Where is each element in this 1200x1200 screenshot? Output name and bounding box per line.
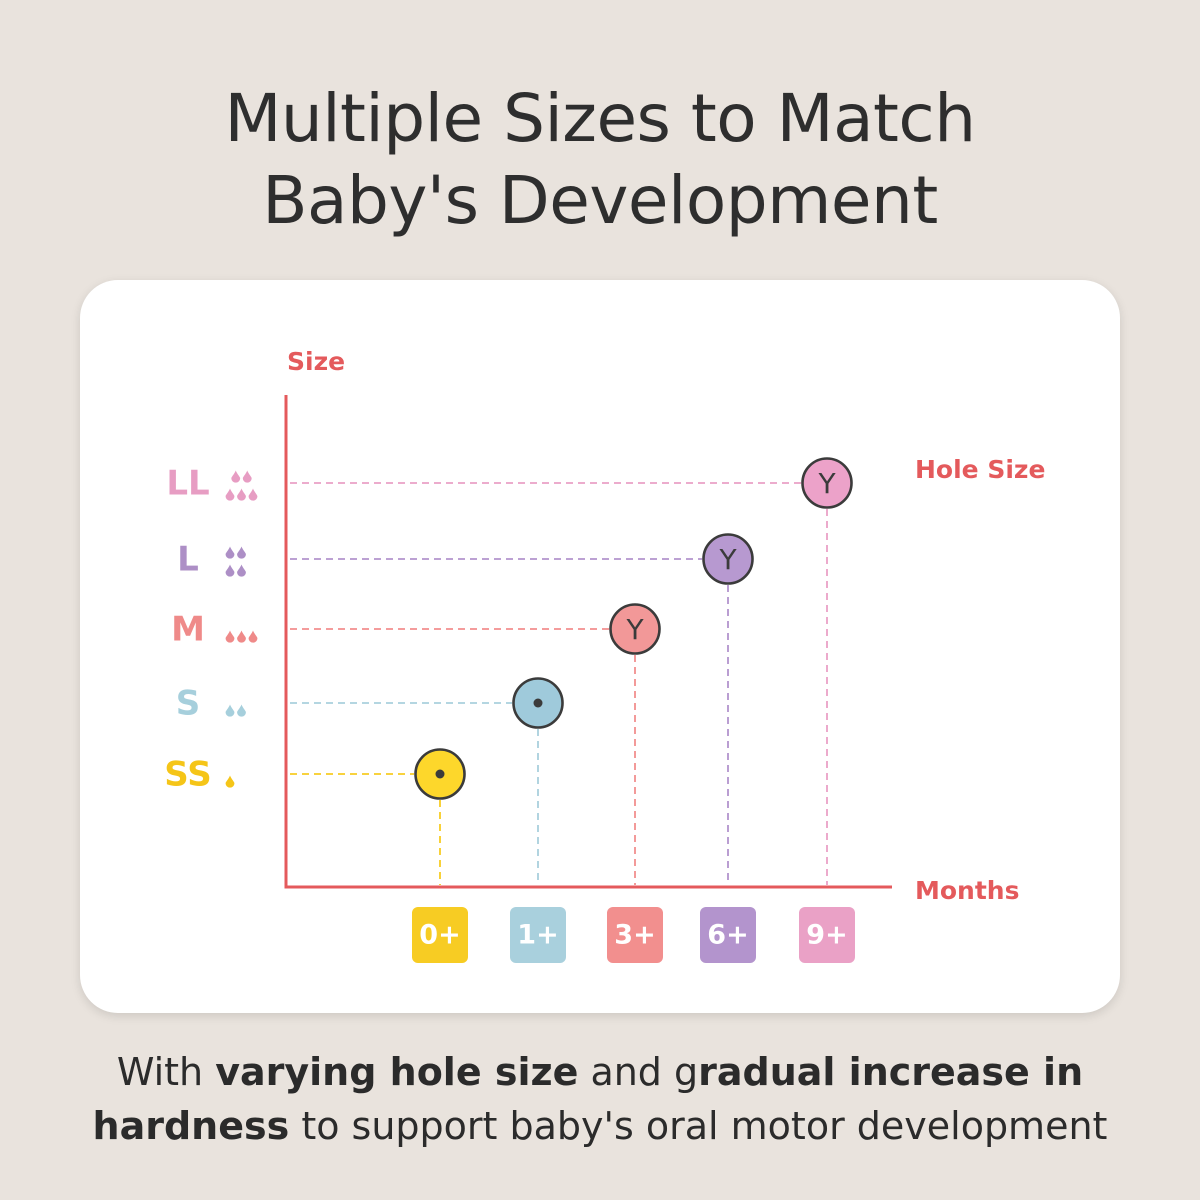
point-marker [702, 533, 754, 585]
drop-icon [225, 564, 235, 577]
title-line-1: Multiple Sizes to Match [224, 80, 976, 157]
x-tick-0plus: 0+ [412, 907, 468, 963]
drops-l [225, 546, 246, 577]
caption-text-3: to support baby's oral motor development [289, 1104, 1108, 1148]
point-s [512, 677, 564, 729]
hole-size-label: Hole Size [915, 455, 1045, 484]
x-tick-label: 1+ [517, 920, 558, 951]
point-m: Y [609, 603, 661, 655]
caption-bold-2: radual increase in [698, 1050, 1084, 1094]
caption-bold-3: hardness [92, 1104, 290, 1148]
y-axis-title: Size [287, 347, 345, 376]
drop-icon [237, 564, 246, 577]
x-tick-badge [412, 907, 468, 963]
hole-dot-icon [533, 698, 543, 708]
x-tick-badge [607, 907, 663, 963]
y-tick-label-ll: LL [166, 464, 209, 504]
y-tick-label-ss: SS [164, 755, 211, 795]
drop-icon [237, 630, 246, 643]
x-tick-9plus: 9+ [799, 907, 855, 963]
drop-icon [237, 546, 246, 559]
drops-s [225, 704, 246, 717]
title-line-2: Baby's Development [262, 162, 938, 239]
drops-m [225, 630, 258, 643]
drops-ss [225, 775, 235, 788]
point-ss [414, 748, 466, 800]
hole-y-icon: Y [625, 613, 644, 646]
page-title: Multiple Sizes to Match Baby's Developme… [0, 78, 1200, 242]
point-marker [609, 603, 661, 655]
caption: With varying hole size and gradual incre… [0, 1045, 1200, 1153]
caption-text-2: and g [578, 1050, 699, 1094]
point-ll: Y [801, 457, 853, 509]
drop-icon [225, 546, 235, 559]
drop-icon [242, 470, 252, 483]
drop-icon [225, 488, 235, 501]
hole-y-icon: Y [718, 543, 737, 576]
drop-icon [225, 630, 235, 643]
point-l: Y [702, 533, 754, 585]
drops-ll [225, 470, 258, 501]
x-tick-label: 9+ [806, 920, 847, 951]
y-tick-label-l: L [177, 540, 199, 580]
x-tick-badge [700, 907, 756, 963]
x-tick-label: 0+ [419, 920, 460, 951]
caption-bold-1: varying hole size [215, 1050, 579, 1094]
x-tick-badge [510, 907, 566, 963]
x-tick-1plus: 1+ [510, 907, 566, 963]
drop-icon [248, 630, 258, 643]
hole-dot-icon [435, 769, 445, 779]
y-tick-label-s: S [176, 684, 201, 724]
drop-icon [225, 704, 235, 717]
x-axis-title: Months [915, 876, 1019, 905]
drop-icon [225, 775, 235, 788]
x-tick-3plus: 3+ [607, 907, 663, 963]
y-tick-label-m: M [171, 610, 205, 650]
point-marker [801, 457, 853, 509]
x-tick-6plus: 6+ [700, 907, 756, 963]
caption-text-1: With [116, 1050, 216, 1094]
drop-icon [237, 488, 246, 501]
x-tick-label: 6+ [707, 920, 748, 951]
x-tick-label: 3+ [614, 920, 655, 951]
drop-icon [231, 470, 241, 483]
drop-icon [237, 704, 246, 717]
x-tick-badge [799, 907, 855, 963]
drop-icon [248, 488, 258, 501]
hole-y-icon: Y [817, 467, 836, 500]
